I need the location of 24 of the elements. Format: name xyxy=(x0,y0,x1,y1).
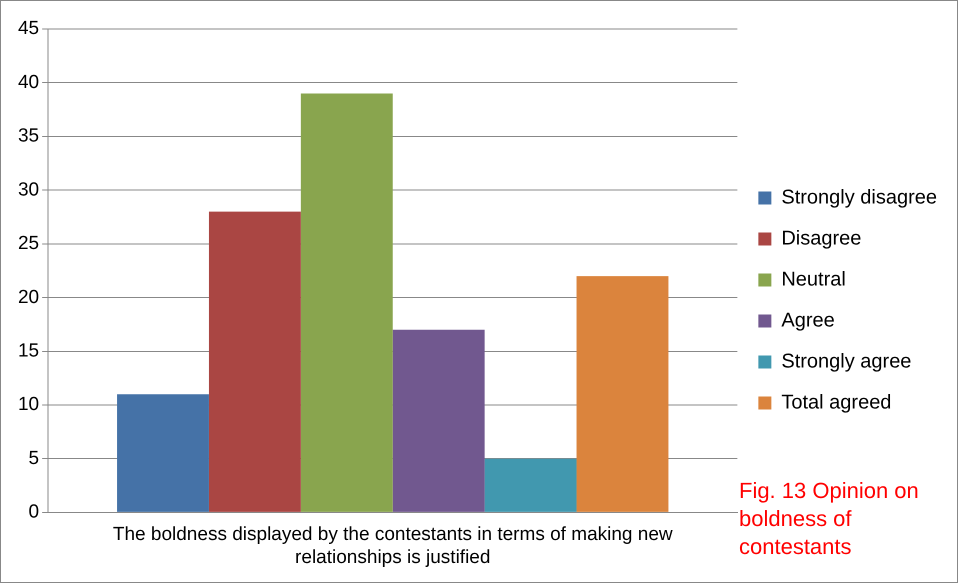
legend-label: Total agreed xyxy=(781,392,892,414)
legend-label: Strongly agree xyxy=(781,350,912,373)
y-tick-label: 20 xyxy=(18,286,40,308)
y-tick-label: 0 xyxy=(28,502,40,523)
legend-label: Agree xyxy=(781,310,835,332)
bar xyxy=(208,212,301,512)
y-tick-label: 25 xyxy=(18,233,40,254)
y-tick-label: 45 xyxy=(18,18,40,40)
legend-label: Neutral xyxy=(781,268,846,291)
y-tick-label: 15 xyxy=(18,340,40,362)
y-tick-label: 5 xyxy=(28,448,40,469)
bar xyxy=(392,330,485,512)
bar xyxy=(576,276,668,512)
bar xyxy=(117,394,209,512)
legend-label: Disagree xyxy=(781,228,862,250)
x-tick-label: The boldness displayed by the contestants in terms of making new relationships is justified xyxy=(112,524,673,568)
legend-label: Strongly disagree xyxy=(781,186,938,209)
bar xyxy=(300,93,393,512)
y-tick-label: 40 xyxy=(18,72,40,93)
y-tick-label: 10 xyxy=(18,394,40,416)
y-tick-label: 35 xyxy=(18,126,40,147)
y-tick-label: 30 xyxy=(18,179,40,200)
caption: Fig. 13 Opinion on boldness of contestants xyxy=(739,477,920,561)
bar xyxy=(484,458,577,512)
